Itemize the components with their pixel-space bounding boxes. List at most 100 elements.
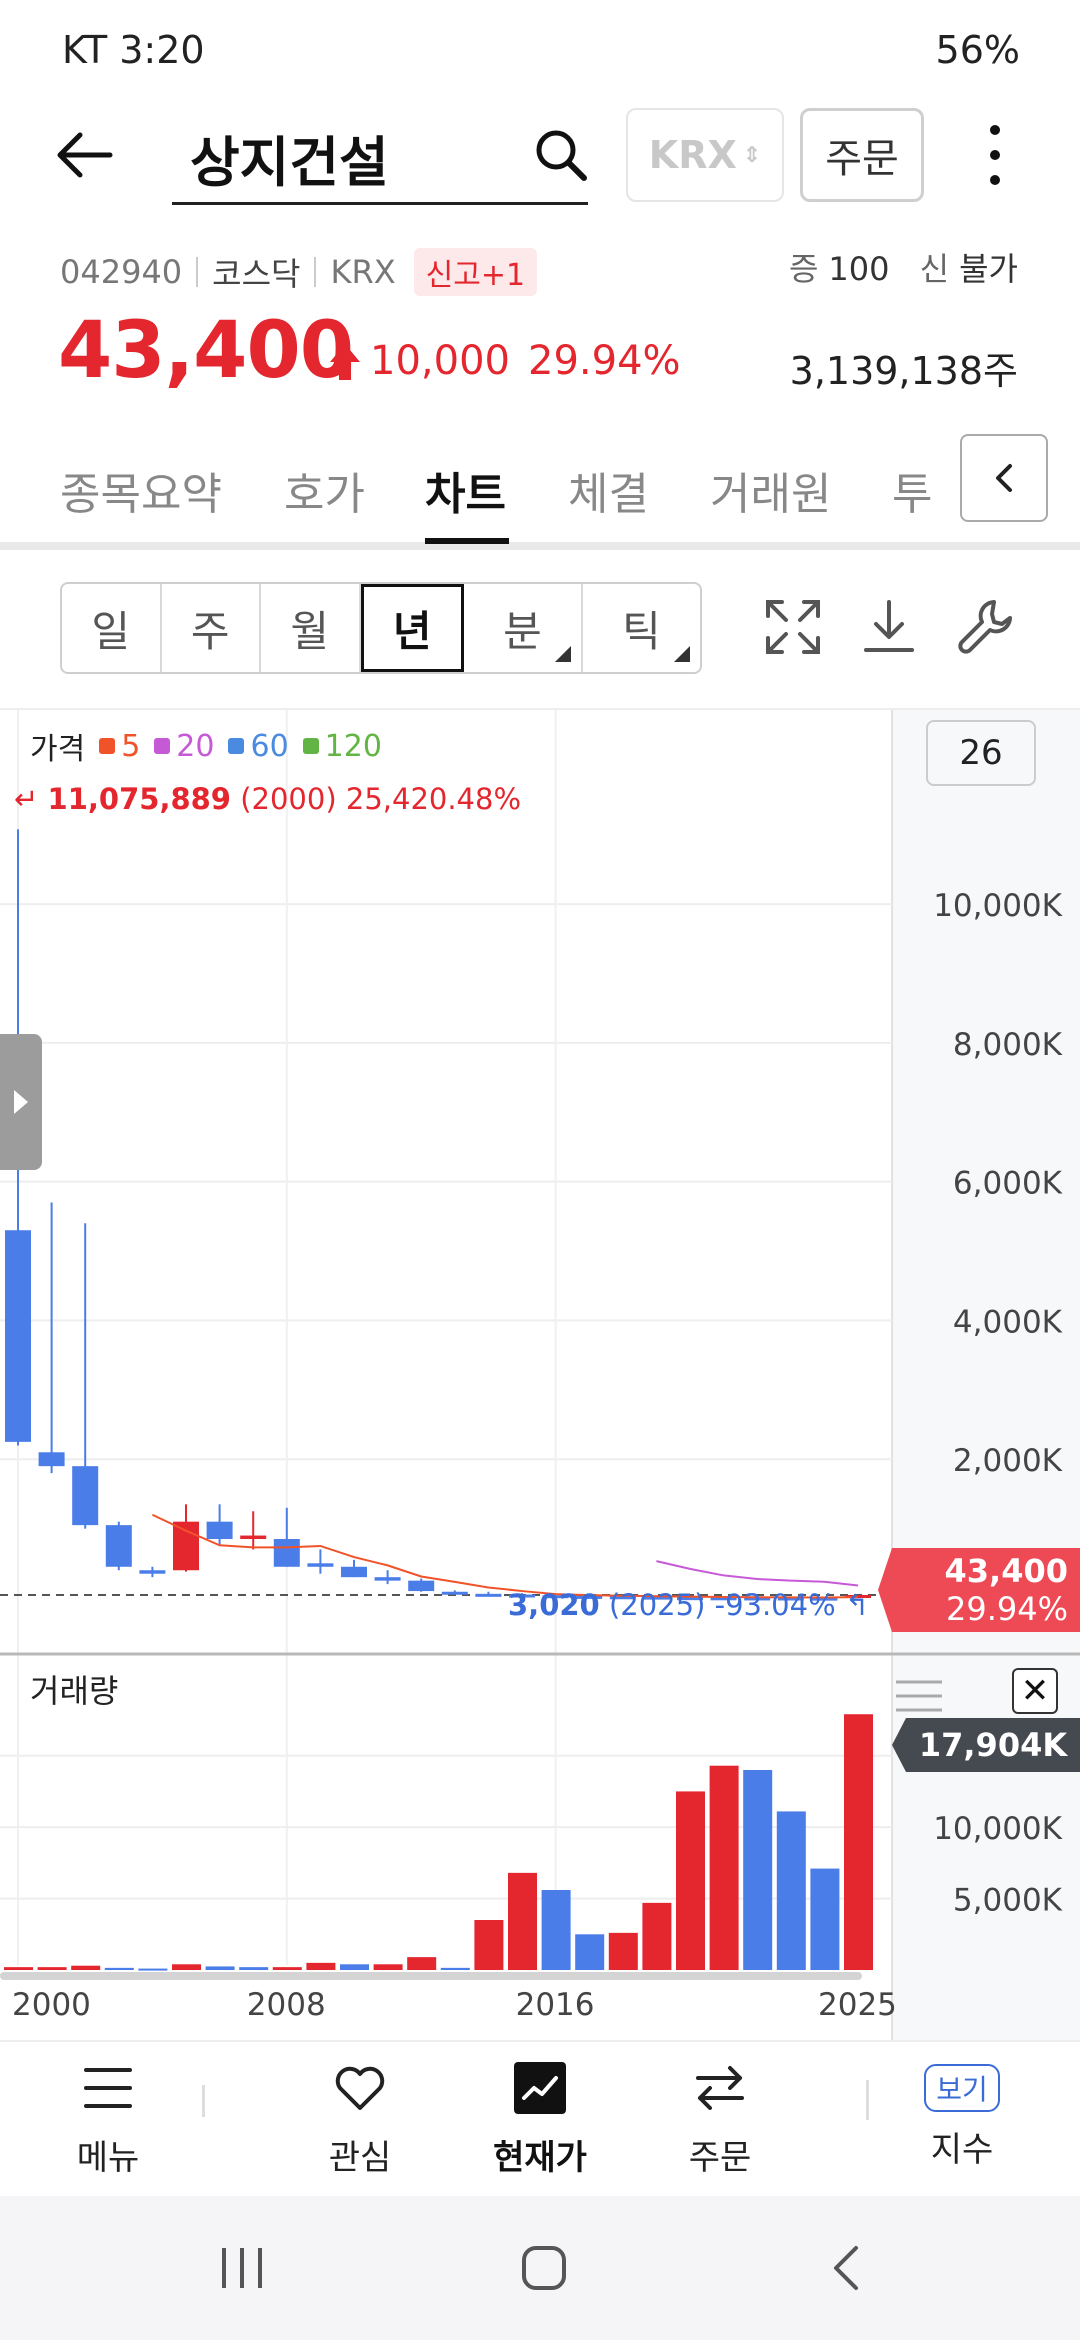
nav-index[interactable]: 보기 지수 bbox=[902, 2060, 1022, 2171]
candle-body bbox=[811, 1597, 838, 1601]
order-button[interactable]: 주문 bbox=[800, 108, 924, 202]
ma5-line bbox=[151, 1513, 859, 1599]
tab-investor[interactable]: 투 bbox=[892, 469, 933, 520]
nav-watchlist[interactable]: 관심 bbox=[300, 2060, 420, 2179]
swap-arrows-icon bbox=[696, 2066, 744, 2110]
dropdown-corner-icon bbox=[674, 646, 690, 662]
candle-body bbox=[72, 1466, 99, 1526]
stock-market: 코스닥 bbox=[212, 255, 301, 293]
new-high-badge: 신고+1 bbox=[413, 248, 538, 296]
x-axis-label: 2025 bbox=[818, 1987, 897, 2023]
download-icon[interactable] bbox=[858, 596, 920, 658]
nav-order-label: 주문 bbox=[688, 2138, 752, 2178]
volume-bar bbox=[272, 1967, 302, 1970]
tab-trades[interactable]: 체결 bbox=[568, 469, 649, 520]
view-badge: 보기 bbox=[924, 2064, 1000, 2112]
period-selector: 일 주 월 년 분 틱 bbox=[60, 582, 702, 674]
period-week[interactable]: 주 bbox=[162, 584, 261, 672]
volume-bar bbox=[810, 1868, 840, 1970]
volume-bar bbox=[340, 1964, 369, 1970]
candle-body bbox=[341, 1566, 367, 1578]
status-time: KT 3:20 bbox=[62, 28, 205, 72]
period-tick[interactable]: 틱 bbox=[583, 584, 700, 672]
price-axis-label: 6,000K bbox=[953, 1166, 1063, 1202]
up-arrow-icon bbox=[330, 344, 360, 380]
candle-body bbox=[576, 1595, 603, 1599]
volume-bar bbox=[709, 1765, 739, 1970]
current-price-tag-value: 43,400 bbox=[944, 1552, 1068, 1590]
candle-body bbox=[173, 1521, 199, 1571]
credit-label: 신 bbox=[919, 250, 950, 288]
price-change-pct: 29.94% bbox=[528, 338, 681, 384]
legend-ma120: 120 bbox=[324, 728, 382, 764]
period-month[interactable]: 월 bbox=[261, 584, 361, 672]
price-axis-label: 10,000K bbox=[933, 888, 1062, 924]
more-vertical-icon bbox=[990, 125, 1000, 185]
nav-watchlist-label: 관심 bbox=[328, 2138, 392, 2178]
dropdown-corner-icon bbox=[555, 646, 571, 662]
volume-bar bbox=[239, 1967, 269, 1970]
candle-body bbox=[475, 1593, 502, 1597]
nav-menu[interactable]: 메뉴 bbox=[48, 2060, 168, 2179]
price-chart[interactable]: 10,000K8,000K6,000K4,000K2,000K15,000K10… bbox=[0, 710, 1080, 2040]
period-tick-label: 틱 bbox=[622, 606, 661, 656]
hamburger-icon bbox=[84, 2068, 132, 2108]
exchange-select-label: KRX bbox=[648, 133, 737, 177]
side-panel-handle[interactable] bbox=[0, 1034, 42, 1170]
chart-top-border bbox=[0, 708, 1080, 710]
exchange-select[interactable]: KRX ⇕ bbox=[626, 108, 784, 202]
more-menu-button[interactable] bbox=[975, 118, 1015, 192]
candle-body bbox=[408, 1580, 435, 1592]
min-price-value: 3,020 bbox=[508, 1588, 600, 1622]
price-axis-label: 8,000K bbox=[953, 1027, 1063, 1063]
x-axis-label: 2008 bbox=[247, 1987, 326, 2023]
volume-axis-label: 10,000K bbox=[933, 1811, 1062, 1847]
candle-body bbox=[105, 1525, 132, 1567]
search-button[interactable] bbox=[530, 124, 592, 186]
volume-bar bbox=[306, 1962, 336, 1970]
tab-scroll-button[interactable] bbox=[960, 434, 1048, 522]
max-price-note: (2000) 25,420.48% bbox=[240, 782, 522, 816]
back-button[interactable] bbox=[50, 120, 120, 190]
candle-count-box[interactable]: 26 bbox=[926, 720, 1036, 786]
volume-axis-label: 5,000K bbox=[953, 1883, 1063, 1919]
volume-bar bbox=[608, 1932, 638, 1970]
tab-summary[interactable]: 종목요약 bbox=[60, 469, 222, 520]
stock-code: 042940 bbox=[60, 253, 183, 291]
stock-info-line: 042940 코스닥 KRX 신고+1 bbox=[60, 248, 538, 296]
margin-info: 증 100 신 불가 bbox=[789, 244, 1018, 290]
tab-orderbook[interactable]: 호가 bbox=[284, 469, 365, 520]
candle-body bbox=[5, 1230, 31, 1442]
tab-chart[interactable]: 차트 bbox=[425, 469, 506, 520]
price-change: 10,000 bbox=[370, 338, 510, 384]
home-icon[interactable] bbox=[516, 2240, 572, 2296]
legend-ma5: 5 bbox=[121, 728, 141, 764]
candle-body bbox=[307, 1563, 334, 1567]
period-year[interactable]: 년 bbox=[360, 584, 464, 672]
legend-ma20-swatch bbox=[154, 738, 171, 754]
x-axis-label: 2000 bbox=[12, 1987, 91, 2023]
legend-ma5-swatch bbox=[99, 738, 116, 754]
close-volume-button[interactable]: ✕ bbox=[1012, 1668, 1058, 1714]
sort-arrows-icon: ⇕ bbox=[742, 142, 762, 168]
search-icon bbox=[536, 130, 587, 181]
period-minute[interactable]: 분 bbox=[464, 584, 583, 672]
wrench-icon[interactable] bbox=[954, 596, 1016, 658]
candle-body bbox=[240, 1535, 267, 1540]
recent-apps-icon[interactable] bbox=[214, 2240, 270, 2296]
play-arrow-icon bbox=[14, 1090, 28, 1114]
volume-current-tag: 17,904K bbox=[892, 1718, 1080, 1772]
candle-body bbox=[710, 1597, 737, 1601]
nav-order[interactable]: 주문 bbox=[660, 2060, 780, 2179]
chart-legend: 가격 5 20 60 120 bbox=[30, 724, 382, 768]
trade-volume: 3,139,138주 bbox=[789, 349, 1018, 393]
fullscreen-icon[interactable] bbox=[762, 596, 824, 658]
period-day[interactable]: 일 bbox=[62, 584, 162, 672]
nav-current-price[interactable]: 현재가 bbox=[480, 2060, 600, 2179]
legend-ma120-swatch bbox=[302, 738, 319, 754]
credit-value: 불가 bbox=[959, 250, 1018, 288]
tab-brokers[interactable]: 거래원 bbox=[710, 469, 832, 520]
menu-lines-icon[interactable] bbox=[896, 1678, 942, 1714]
back-nav-icon[interactable] bbox=[820, 2240, 876, 2296]
stock-name[interactable]: 상지건설 bbox=[190, 131, 389, 194]
